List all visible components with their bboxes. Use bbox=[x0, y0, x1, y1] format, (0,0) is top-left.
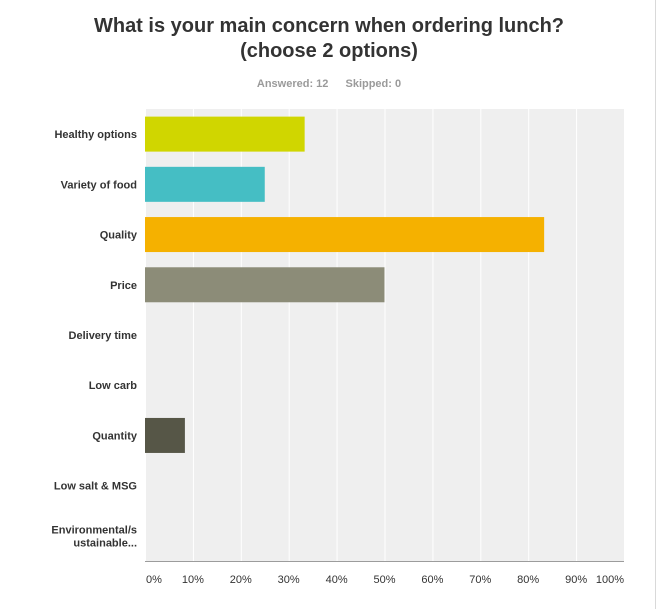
category-label: Low salt & MSG bbox=[54, 481, 137, 493]
bar bbox=[145, 267, 385, 303]
category-label: Quantity bbox=[92, 430, 137, 442]
x-tick-label: 70% bbox=[469, 574, 491, 586]
bar bbox=[145, 116, 305, 152]
skipped-count: Skipped: 0 bbox=[345, 78, 402, 90]
category-label: ustainable... bbox=[73, 537, 137, 549]
x-tick-label: 60% bbox=[421, 574, 443, 586]
category-label: Healthy options bbox=[54, 129, 137, 141]
category-label: Variety of food bbox=[61, 179, 137, 191]
x-tick-label: 0% bbox=[146, 574, 162, 586]
x-tick-label: 50% bbox=[373, 574, 395, 586]
category-label: Environmental/s bbox=[51, 524, 137, 536]
x-tick-label: 40% bbox=[326, 574, 348, 586]
bar bbox=[145, 417, 185, 453]
category-label: Price bbox=[110, 280, 137, 292]
category-label: Delivery time bbox=[69, 330, 137, 342]
panel-border bbox=[655, 0, 656, 609]
x-tick-label: 90% bbox=[565, 574, 587, 586]
category-label: Quality bbox=[100, 230, 138, 242]
x-tick-label: 20% bbox=[230, 574, 252, 586]
bar bbox=[145, 166, 265, 202]
chart-title: What is your main concern when ordering … bbox=[93, 15, 565, 62]
category-label: Low carb bbox=[89, 380, 138, 392]
bar bbox=[145, 217, 545, 253]
x-tick-label: 80% bbox=[517, 574, 539, 586]
response-summary: Answered: 12 Skipped: 0 bbox=[0, 78, 658, 90]
x-tick-label: 10% bbox=[182, 574, 204, 586]
x-tick-label: 30% bbox=[278, 574, 300, 586]
x-tick-label: 100% bbox=[596, 574, 624, 586]
answered-count: Answered: 12 bbox=[256, 78, 329, 90]
